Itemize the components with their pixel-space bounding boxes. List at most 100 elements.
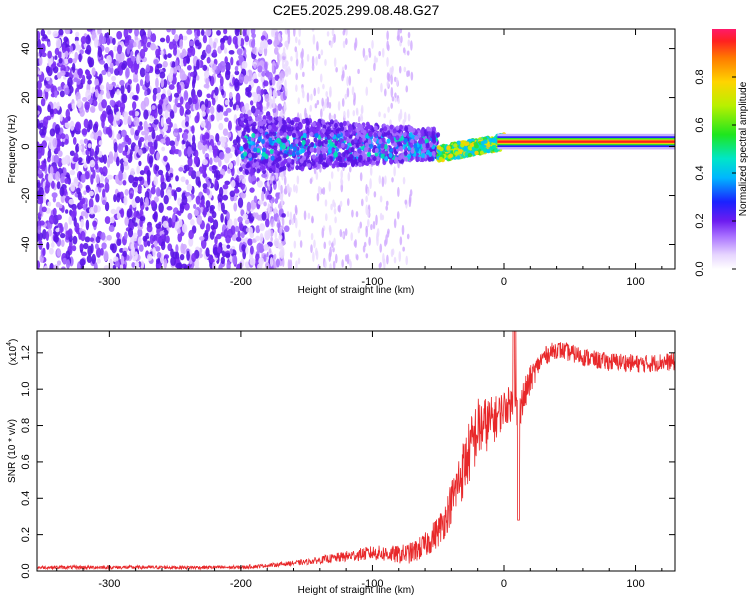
spectrogram-cell	[206, 107, 210, 114]
spectrogram-cell	[54, 55, 58, 60]
spectrogram-cell	[454, 151, 460, 156]
spectrogram-cell	[212, 219, 219, 230]
spectrogram-cell	[386, 56, 389, 67]
spectrogram-cell	[256, 180, 263, 188]
spectrogram-cell	[246, 201, 252, 212]
spectrogram-cell	[229, 248, 233, 255]
spectrogram-cell	[317, 86, 320, 95]
spectrogram-cell	[230, 56, 234, 66]
spectrogram-cell	[223, 111, 228, 116]
spectrogram-x-label: Height of straight line (km)	[298, 285, 415, 296]
spectrogram-cell	[234, 70, 240, 76]
spectrogram-cell	[131, 262, 136, 268]
spectrogram-cell	[243, 144, 248, 150]
spectrogram-cell	[267, 202, 271, 214]
spectrogram-cell	[302, 71, 305, 78]
spectrogram-cell	[194, 149, 199, 158]
spectrogram-cell	[378, 138, 383, 145]
spectrogram-cell	[326, 31, 330, 37]
spectrogram-cell	[84, 236, 91, 243]
spectrogram-cell	[387, 44, 390, 52]
spectrogram-cell	[55, 227, 60, 233]
spectrogram-cell	[202, 170, 207, 179]
spectrogram-cell	[207, 215, 213, 223]
spectrogram-cell	[214, 86, 219, 96]
spectrogram-cell	[276, 132, 281, 138]
spectrogram-cell	[167, 53, 172, 59]
spectrogram-cell	[190, 170, 197, 180]
spectrogram-cell	[364, 142, 369, 148]
spectrogram-cell	[79, 258, 86, 266]
spectrogram-cell	[408, 125, 413, 132]
spectrogram-cell	[381, 47, 385, 58]
spectrogram-cell	[205, 133, 210, 140]
spectrogram-cell	[236, 155, 240, 166]
spectrogram-cell	[261, 173, 268, 178]
spectrogram-cell	[83, 161, 88, 169]
spectrogram-cell	[208, 145, 213, 153]
spectrogram-cell	[285, 43, 289, 50]
spectrogram-cell	[282, 46, 286, 57]
spectrogram-cell	[128, 174, 135, 184]
spectrogram-cell	[305, 140, 310, 146]
spectrogram-cell	[296, 175, 300, 185]
spectrogram-cell	[353, 151, 358, 158]
spectrogram-cell	[180, 57, 184, 68]
spectrogram-cell	[297, 131, 302, 137]
spectrogram-cell	[282, 55, 286, 61]
spectrogram-cell	[255, 253, 260, 261]
spectrogram-cell	[326, 134, 331, 140]
spectrogram-cell	[152, 87, 158, 95]
spectrogram-cell	[234, 65, 239, 72]
spectrogram-cell	[280, 184, 283, 194]
spectrogram-cell	[286, 211, 290, 218]
spectrogram-cell	[92, 169, 96, 179]
spectrogram-cell	[390, 138, 395, 144]
spectrogram-cell	[246, 162, 251, 168]
spectrogram-cell	[38, 70, 42, 76]
spectrogram-cell	[152, 246, 156, 258]
spectrogram-cell	[346, 137, 351, 143]
spectrogram-cell	[333, 207, 337, 215]
spectrogram-cell	[187, 65, 192, 71]
spectrogram-cell	[311, 29, 315, 32]
spectrogram-cell	[159, 37, 166, 43]
spectrogram-cell	[262, 89, 268, 95]
spectrogram-cell	[388, 152, 393, 158]
spectrogram-cell	[363, 153, 368, 160]
spectrogram-cell	[295, 164, 300, 171]
spectrogram-cell	[59, 70, 66, 77]
spectrogram-cell	[224, 180, 231, 186]
spectrogram-cell	[329, 86, 332, 97]
spectrogram-cell	[150, 186, 156, 195]
spectrogram-cell	[52, 137, 58, 148]
spectrogram-cell	[294, 138, 299, 145]
spectrogram-cell	[137, 183, 142, 194]
spectrogram-cell	[354, 122, 359, 128]
spectrogram-cell	[173, 47, 177, 56]
spectrogram-cell	[122, 179, 127, 186]
spectrogram-cell	[402, 176, 406, 185]
spectrogram-cell	[367, 139, 372, 145]
spectrogram-cell	[107, 83, 114, 91]
spectrogram-cell	[250, 105, 256, 114]
spectrogram-cell	[106, 37, 111, 46]
spectrogram-cell	[250, 168, 255, 174]
spectrogram-cell	[477, 144, 483, 149]
spectrogram-cell	[369, 166, 373, 176]
spectrogram-cell	[181, 223, 188, 234]
spectrogram-cell	[195, 175, 201, 187]
spectrogram-cell	[278, 78, 281, 84]
spectrogram-cell	[314, 132, 319, 139]
spectrogram-cell	[233, 218, 238, 228]
spectrogram-cell	[202, 64, 208, 71]
spectrogram-cell	[309, 146, 314, 153]
spectrogram-cell	[87, 56, 92, 65]
spectrogram-cell	[106, 174, 113, 180]
spectrogram-cell	[57, 51, 62, 59]
spectrogram-cell	[261, 191, 265, 202]
spectrogram-cell	[59, 113, 63, 122]
spectrogram-cell	[143, 109, 149, 120]
spectrogram-cell	[286, 117, 291, 123]
spectrogram-cell	[368, 236, 371, 246]
